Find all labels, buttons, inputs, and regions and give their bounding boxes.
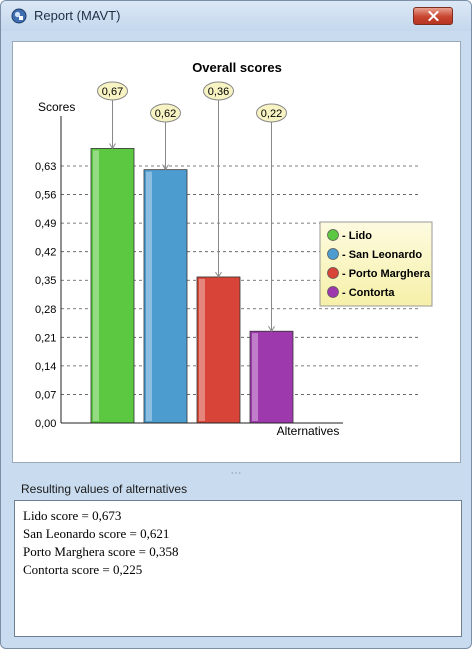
bars bbox=[90, 148, 294, 424]
legend-marker bbox=[327, 267, 339, 279]
data-label-bubble bbox=[203, 81, 234, 101]
data-label: 0,67 bbox=[102, 86, 123, 98]
chart-panel: Overall scores Scores Alternatives 0,00 0… bbox=[12, 41, 461, 463]
bar-lido bbox=[90, 148, 135, 424]
legend-marker bbox=[327, 286, 339, 298]
grip-icon[interactable]: ··· bbox=[230, 469, 243, 479]
data-label-bubble bbox=[150, 103, 181, 123]
close-button[interactable] bbox=[413, 7, 453, 25]
app-icon bbox=[11, 8, 27, 24]
data-label-arrow bbox=[215, 271, 222, 278]
data-label: 0,36 bbox=[208, 86, 229, 98]
bar-highlight bbox=[146, 171, 152, 421]
y-tick-label: 0,42 bbox=[35, 247, 56, 259]
bar-highlight bbox=[252, 333, 258, 421]
data-label-bubble bbox=[256, 103, 287, 123]
y-tick-label: 0,00 bbox=[35, 418, 56, 430]
close-icon bbox=[427, 11, 439, 21]
result-line-lido: Lido score = 0,673 bbox=[23, 508, 122, 523]
window-title: Report (MAVT) bbox=[34, 8, 121, 23]
legend-marker bbox=[327, 229, 339, 241]
overall-scores-chart: Overall scores Scores Alternatives 0,000… bbox=[35, 60, 433, 438]
title-bar[interactable]: Report (MAVT) bbox=[1, 1, 471, 31]
chart-title: Overall scores bbox=[192, 60, 282, 75]
y-tick-label: 0,28 bbox=[35, 304, 56, 316]
legend-item: - San Leonardo bbox=[342, 249, 422, 261]
axes bbox=[60, 116, 343, 424]
y-tick-labels: 0,00 0,07 0,14 0,21 0,28 0,35 0,42 0,49 0,56 0,63 bbox=[35, 161, 56, 430]
panel-splitter[interactable]: ··· bbox=[12, 465, 461, 479]
y-tick-label: 0,21 bbox=[35, 332, 56, 344]
bar-highlight bbox=[199, 278, 205, 421]
y-tick-label: 0,49 bbox=[35, 218, 56, 230]
data-label-arrow bbox=[162, 164, 169, 171]
y-tick-label: 0,14 bbox=[35, 361, 56, 373]
results-text-area[interactable]: Lido score = 0,673 San Leonardo score = … bbox=[14, 500, 462, 637]
y-tick-label: 0,56 bbox=[35, 190, 56, 202]
y-tick-label: 0,35 bbox=[35, 275, 56, 287]
legend-marker bbox=[327, 248, 339, 260]
y-axis-label: Scores bbox=[38, 100, 75, 114]
results-label: Resulting values of alternatives bbox=[21, 482, 188, 496]
data-label: 0,62 bbox=[155, 108, 176, 120]
chart-legend: - Lido - San Leonardo - Porto Marghera - Co… bbox=[319, 221, 433, 307]
legend-item: - Contorta bbox=[342, 287, 395, 299]
data-label-bubble bbox=[97, 81, 128, 101]
legend-item: - Lido bbox=[342, 230, 372, 242]
bar-highlight bbox=[93, 150, 99, 421]
y-tick-label: 0,63 bbox=[35, 161, 56, 173]
result-line-san-leonardo: San Leonardo score = 0,621 bbox=[23, 526, 170, 541]
data-labels: 0,67 0,62 0,36 0,22 bbox=[97, 81, 287, 333]
bar-san-leonardo bbox=[143, 169, 188, 424]
y-tick-label: 0,07 bbox=[35, 389, 56, 401]
data-label-arrow bbox=[109, 143, 116, 150]
result-line-porto-marghera: Porto Marghera score = 0,358 bbox=[23, 544, 179, 559]
result-line-contorta: Contorta score = 0,225 bbox=[23, 562, 143, 577]
data-label: 0,22 bbox=[261, 108, 282, 120]
x-axis-label: Alternatives bbox=[277, 424, 340, 438]
legend-item: - Porto Marghera bbox=[342, 268, 431, 280]
data-label-arrow bbox=[268, 325, 275, 333]
